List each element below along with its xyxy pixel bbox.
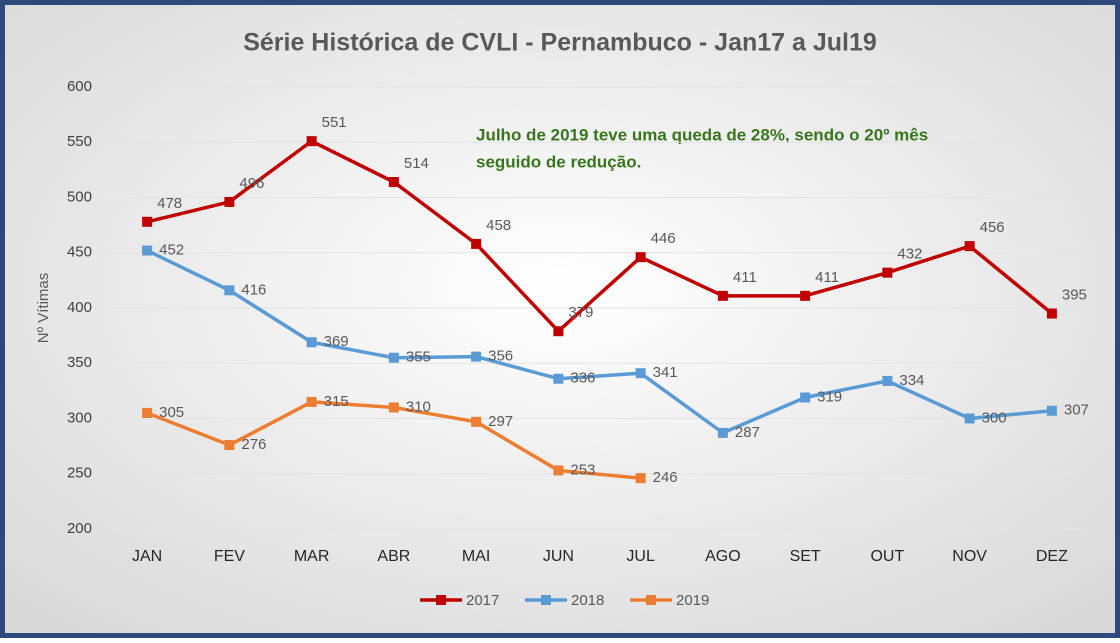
legend-marker <box>646 595 656 605</box>
y-tick-label: 350 <box>67 354 92 371</box>
point-marker <box>224 440 235 451</box>
point-marker <box>471 238 482 249</box>
point-marker <box>388 352 399 363</box>
data-label: 305 <box>159 404 184 421</box>
data-label: 432 <box>897 246 922 263</box>
y-tick-label: 400 <box>67 299 92 316</box>
data-label: 478 <box>157 195 182 212</box>
point-marker <box>882 375 893 386</box>
data-label: 458 <box>486 217 511 234</box>
x-tick-label: OUT <box>870 548 904 565</box>
point-marker <box>800 392 811 403</box>
y-tick-label: 250 <box>67 465 92 482</box>
point-marker <box>964 413 975 424</box>
data-label: 315 <box>324 393 349 410</box>
point-marker <box>471 416 482 427</box>
point-marker <box>553 326 564 337</box>
data-label: 514 <box>404 155 429 172</box>
x-tick-label: JAN <box>132 548 162 565</box>
x-tick-label: ABR <box>377 548 410 565</box>
data-label: 253 <box>570 461 595 478</box>
data-label: 310 <box>406 398 431 415</box>
x-tick-label: NOV <box>952 548 987 565</box>
x-tick-label: AGO <box>705 548 741 565</box>
point-marker <box>635 368 646 379</box>
point-marker <box>388 402 399 413</box>
data-label: 369 <box>324 333 349 350</box>
background <box>5 5 1115 633</box>
data-label: 307 <box>1064 402 1089 419</box>
data-label: 395 <box>1062 286 1087 303</box>
chart-title: Série Histórica de CVLI - Pernambuco - J… <box>243 29 877 57</box>
y-tick-label: 600 <box>67 78 92 95</box>
y-tick-label: 550 <box>67 133 92 150</box>
x-tick-label: MAR <box>294 548 330 565</box>
x-tick-label: FEV <box>214 548 245 565</box>
data-label: 379 <box>568 304 593 321</box>
x-tick-label: MAI <box>462 548 490 565</box>
data-label: 355 <box>406 349 431 366</box>
data-label: 496 <box>239 175 264 192</box>
data-label: 246 <box>653 469 678 486</box>
point-marker <box>224 285 235 296</box>
x-tick-label: JUN <box>543 548 574 565</box>
data-label: 456 <box>980 219 1005 236</box>
annotation: seguido de redução. <box>476 152 641 171</box>
data-label: 297 <box>488 413 513 430</box>
data-label: 336 <box>570 370 595 387</box>
point-marker <box>471 351 482 362</box>
point-marker <box>717 290 728 301</box>
data-label: 411 <box>815 269 839 286</box>
legend-marker <box>436 595 446 605</box>
point-marker <box>306 337 317 348</box>
point-marker <box>388 177 399 188</box>
y-axis-label: Nº Vítimas <box>35 273 52 344</box>
data-label: 452 <box>159 242 184 259</box>
point-marker <box>882 267 893 278</box>
series-line <box>146 248 1053 435</box>
x-tick-label: DEZ <box>1036 548 1068 565</box>
point-marker <box>553 373 564 384</box>
point-marker <box>1046 405 1057 416</box>
data-label: 276 <box>241 436 266 453</box>
point-marker <box>800 290 811 301</box>
point-marker <box>553 465 564 476</box>
point-marker <box>635 473 646 484</box>
point-marker <box>306 396 317 407</box>
point-marker <box>717 427 728 438</box>
legend-marker <box>541 595 551 605</box>
data-label: 334 <box>899 372 924 389</box>
legend-label: 2019 <box>676 592 709 609</box>
point-marker <box>635 252 646 263</box>
point-marker <box>142 245 153 256</box>
data-label: 446 <box>651 230 676 247</box>
data-label: 416 <box>241 281 266 298</box>
legend-label: 2018 <box>571 592 604 609</box>
data-label: 319 <box>817 388 842 405</box>
annotation: Julho de 2019 teve uma queda de 28%, sen… <box>476 125 928 144</box>
data-label: 287 <box>735 424 760 441</box>
legend-label: 2017 <box>466 592 499 609</box>
data-label: 341 <box>653 364 678 381</box>
point-marker <box>142 216 153 227</box>
point-marker <box>306 136 317 147</box>
y-tick-label: 200 <box>67 520 92 537</box>
data-label: 300 <box>982 409 1007 426</box>
point-marker <box>964 241 975 252</box>
data-label: 356 <box>488 348 513 365</box>
point-marker <box>224 196 235 207</box>
y-tick-label: 500 <box>67 188 92 205</box>
y-tick-label: 300 <box>67 409 92 426</box>
point-marker <box>142 407 153 418</box>
point-marker <box>1046 308 1057 319</box>
data-label: 411 <box>733 269 757 286</box>
x-tick-label: SET <box>790 548 821 565</box>
y-tick-label: 450 <box>67 244 92 261</box>
series-line <box>146 139 1053 333</box>
data-label: 551 <box>322 114 347 131</box>
x-tick-label: JUL <box>626 548 655 565</box>
